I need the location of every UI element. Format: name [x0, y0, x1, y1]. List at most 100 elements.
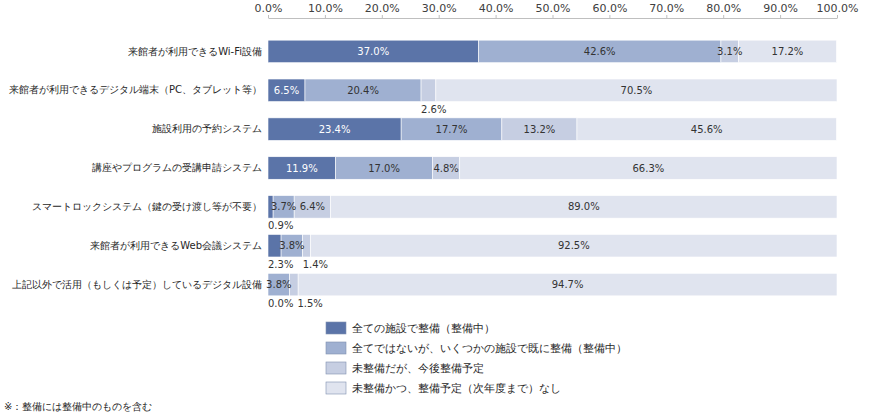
y-tick-label: 講座やプログラムの受講申請システム	[92, 162, 262, 173]
legend-label: 未整備かつ、整備予定（次年度まで）なし	[352, 382, 561, 394]
x-tick-mark	[666, 15, 667, 18]
bar-segment	[311, 234, 837, 257]
data-label: 0.9%	[268, 220, 293, 231]
x-tick-label: 90.0%	[763, 2, 798, 15]
legend: 全ての施設で整備（整備中） 全てではないが、いくつかの施設で既に整備（整備中） 未整…	[326, 322, 627, 394]
bar-segment	[479, 40, 721, 63]
x-tick-label: 0.0%	[255, 2, 283, 15]
data-label: 23.4%	[319, 124, 351, 135]
x-tick-label: 70.0%	[649, 2, 684, 15]
legend-swatch	[326, 322, 346, 334]
data-label: 2.6%	[421, 104, 446, 115]
bar-segment	[739, 40, 837, 63]
y-axis: 来館者が利用できるWi-Fi設備来館者が利用できるデジタル端末（PC、タブレット…	[9, 46, 268, 290]
legend-swatch	[326, 342, 346, 354]
x-tick-mark	[837, 15, 838, 18]
y-tick-label: 来館者が利用できるWi-Fi設備	[128, 46, 262, 57]
x-tick-label: 50.0%	[536, 2, 571, 15]
x-tick-mark	[553, 15, 554, 18]
bar-segment	[331, 196, 837, 219]
data-label: 1.4%	[303, 259, 328, 270]
y-tick-label: 施設利用の予約システム	[152, 123, 262, 134]
bar-segment	[294, 196, 330, 219]
legend-item: 全てではないが、いくつかの施設で既に整備（整備中）	[326, 342, 627, 354]
data-label: 6.4%	[300, 201, 325, 212]
x-tick: 70.0%	[649, 2, 684, 18]
y-tick: 上記以外で活用（もしくは予定）しているデジタル設備	[12, 279, 268, 290]
bar-segment	[502, 118, 577, 141]
data-label: 3.8%	[279, 240, 304, 251]
data-labels: 37.0% 42.6% 3.1% 17.2% 6.5% 20.4% 2.6% 70.5% 23.…	[266, 46, 803, 309]
data-label: 4.8%	[433, 163, 458, 174]
data-label: 17.2%	[772, 46, 804, 57]
bar-segment	[336, 157, 433, 180]
data-label: 17.0%	[368, 163, 400, 174]
bar-segment	[268, 40, 479, 63]
y-tick: 施設利用の予約システム	[152, 123, 268, 134]
data-label: 0.0%	[268, 298, 293, 309]
x-tick-label: 10.0%	[308, 2, 343, 15]
bar-segment	[421, 79, 436, 102]
bar-segment	[268, 118, 401, 141]
legend-item: 全ての施設で整備（整備中）	[326, 322, 495, 334]
data-label: 92.5%	[558, 240, 590, 251]
y-tick-label: 上記以外で活用（もしくは予定）しているデジタル設備	[12, 279, 262, 290]
x-tick-mark	[609, 15, 610, 18]
data-label: 37.0%	[357, 46, 389, 57]
x-tick-mark	[325, 15, 326, 18]
x-tick-mark	[780, 15, 781, 18]
chart: 0.0%10.0%20.0%30.0%40.0%50.0%60.0%70.0%8…	[0, 0, 870, 419]
x-axis: 0.0%10.0%20.0%30.0%40.0%50.0%60.0%70.0%8…	[255, 2, 859, 19]
legend-swatch	[326, 382, 346, 394]
legend-item: 未整備かつ、整備予定（次年度まで）なし	[326, 382, 561, 394]
x-tick-mark	[382, 15, 383, 18]
bars	[268, 40, 837, 296]
data-label: 13.2%	[524, 124, 556, 135]
x-axis-line	[269, 18, 838, 19]
x-tick: 90.0%	[763, 2, 798, 18]
x-tick-label: 60.0%	[592, 2, 627, 15]
x-tick: 80.0%	[706, 2, 741, 18]
data-label: 3.1%	[717, 46, 742, 57]
bar-segment	[305, 79, 421, 102]
data-label: 89.0%	[568, 201, 600, 212]
x-tick: 60.0%	[592, 2, 627, 18]
data-label: 66.3%	[632, 163, 664, 174]
bar-segment	[401, 118, 502, 141]
legend-label: 全てではないが、いくつかの施設で既に整備（整備中）	[352, 342, 627, 354]
y-tick: 来館者が利用できるWeb会議システム	[90, 240, 268, 251]
annotation: ※：整備には整備中のものを含む	[4, 401, 152, 412]
y-tick-label: 来館者が利用できるWeb会議システム	[90, 240, 262, 251]
data-label: 45.6%	[691, 124, 723, 135]
x-tick-mark	[439, 15, 440, 18]
y-tick: スマートロックシステム（鍵の受け渡し等が不要）	[32, 201, 268, 212]
y-tick-label: スマートロックシステム（鍵の受け渡し等が不要）	[32, 201, 262, 212]
x-tick-mark	[268, 15, 269, 18]
bar-segment	[436, 79, 837, 102]
data-label: 70.5%	[621, 85, 653, 96]
data-label: 3.7%	[271, 201, 296, 212]
x-tick: 20.0%	[365, 2, 400, 18]
x-tick-mark	[723, 15, 724, 18]
x-tick-label: 30.0%	[422, 2, 457, 15]
data-label: 11.9%	[286, 163, 318, 174]
x-tick-mark	[496, 15, 497, 18]
legend-label: 未整備だが、今後整備予定	[352, 362, 484, 374]
data-label: 94.7%	[552, 279, 584, 290]
y-tick-label: 来館者が利用できるデジタル端末（PC、タブレット等）	[9, 84, 262, 95]
data-label: 2.3%	[268, 259, 293, 270]
bar-segment	[432, 157, 459, 180]
data-label: 6.5%	[274, 85, 299, 96]
data-label: 3.8%	[266, 279, 291, 290]
legend-item: 未整備だが、今後整備予定	[326, 362, 484, 374]
legend-label: 全ての施設で整備（整備中）	[352, 322, 495, 334]
legend-swatch	[326, 362, 346, 374]
x-tick: 100.0%	[817, 2, 859, 18]
data-label: 20.4%	[347, 85, 379, 96]
bar-segment	[577, 118, 836, 141]
data-label: 17.7%	[436, 124, 468, 135]
data-label: 42.6%	[584, 46, 616, 57]
x-tick: 10.0%	[308, 2, 343, 18]
x-tick: 50.0%	[536, 2, 571, 18]
x-tick-label: 80.0%	[706, 2, 741, 15]
